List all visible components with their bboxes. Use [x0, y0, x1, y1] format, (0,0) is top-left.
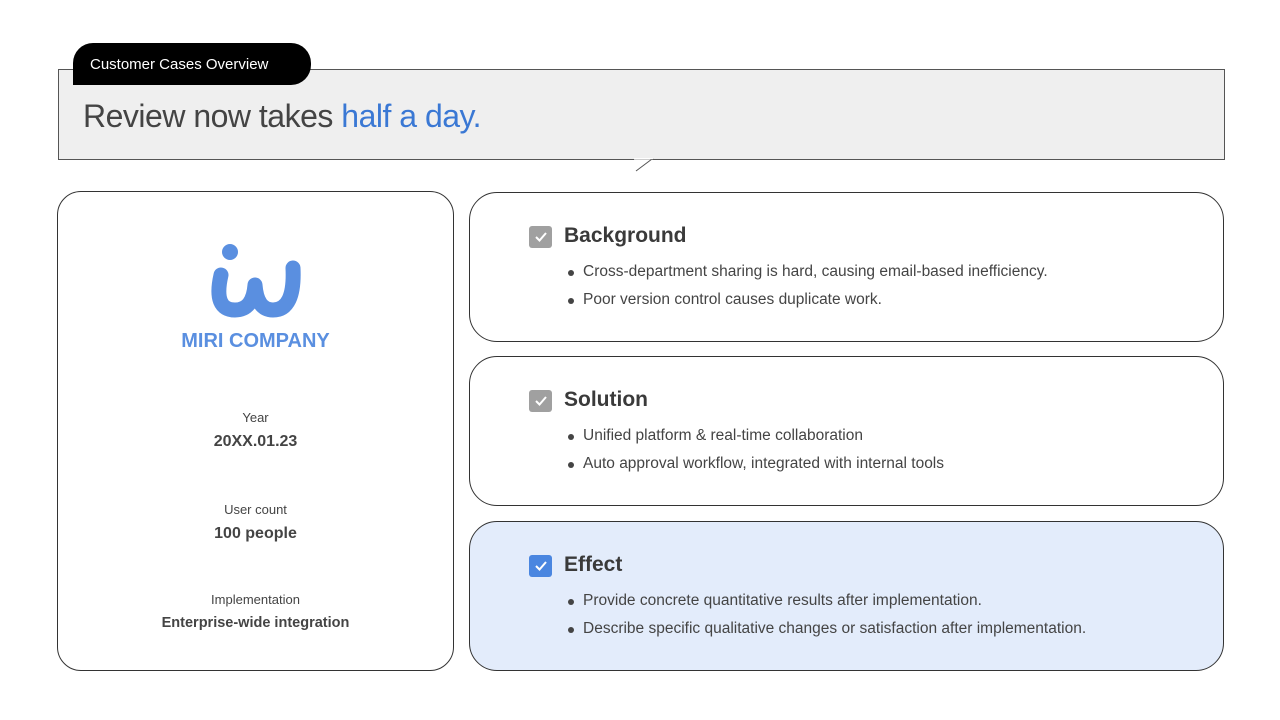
info-user-count: User count 100 people	[57, 502, 454, 543]
title-prefix: Review now takes	[83, 98, 342, 134]
list-item: Provide concrete quantitative results af…	[568, 592, 1086, 620]
bullet-list: Cross-department sharing is hard, causin…	[568, 263, 1048, 319]
bullet-list: Unified platform & real-time collaborati…	[568, 427, 944, 483]
tab-label: Customer Cases Overview	[90, 55, 269, 73]
list-item: Cross-department sharing is hard, causin…	[568, 263, 1048, 291]
section-title: Background	[564, 224, 687, 247]
info-label: Implementation	[211, 592, 300, 607]
section-background: Background Cross-department sharing is h…	[469, 192, 1224, 342]
section-solution: Solution Unified platform & real-time co…	[469, 356, 1224, 506]
bullet-list: Provide concrete quantitative results af…	[568, 592, 1086, 648]
info-label: User count	[224, 502, 287, 517]
list-item: Auto approval workflow, integrated with …	[568, 455, 944, 483]
checkbox-checked-icon	[529, 390, 552, 412]
company-name: MIRI COMPANY	[181, 330, 330, 352]
company-card	[57, 191, 454, 671]
section-title: Solution	[564, 388, 648, 411]
list-item: Poor version control causes duplicate wo…	[568, 291, 1048, 319]
list-item: Describe specific qualitative changes or…	[568, 620, 1086, 648]
info-value: Enterprise-wide integration	[161, 615, 350, 631]
speech-notch	[634, 158, 654, 172]
company-logo-icon	[211, 244, 301, 318]
page-title: Review now takes half a day.	[83, 98, 482, 135]
info-implementation: Implementation Enterprise-wide integratio…	[57, 592, 454, 631]
section-tab: Customer Cases Overview	[73, 43, 311, 85]
list-item: Unified platform & real-time collaborati…	[568, 427, 944, 455]
section-title: Effect	[564, 553, 623, 576]
info-year: Year 20XX.01.23	[57, 410, 454, 451]
info-value: 20XX.01.23	[213, 433, 298, 450]
title-highlight: half a day.	[341, 98, 482, 134]
info-value: 100 people	[214, 525, 297, 542]
checkbox-checked-icon	[529, 226, 552, 248]
section-effect: Effect Provide concrete quantitative res…	[469, 521, 1224, 671]
checkbox-checked-icon	[529, 555, 552, 577]
info-label: Year	[242, 410, 269, 425]
